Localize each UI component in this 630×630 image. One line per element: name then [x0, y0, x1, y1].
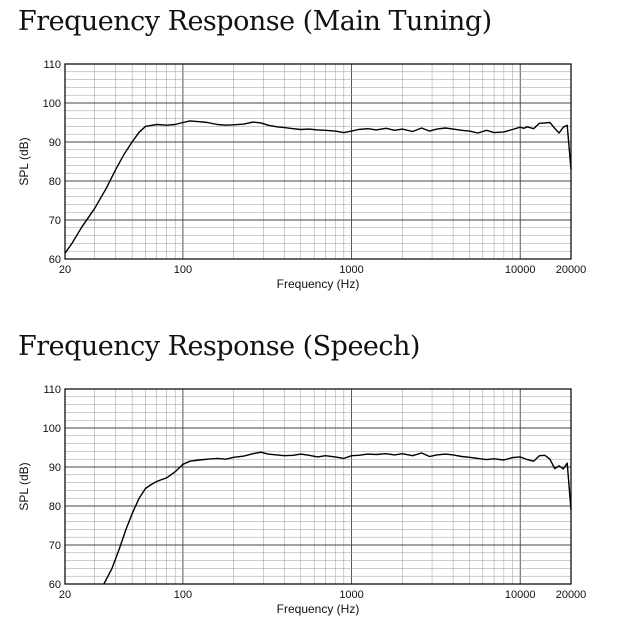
- x-tick-label: 10000: [505, 589, 536, 601]
- frequency-response-line: [64, 120, 572, 254]
- y-tick-label: 80: [49, 501, 61, 513]
- frequency-response-chart: 20 100 1000 10000 20000 60 70 80 90 100 110 Frequen…: [17, 59, 587, 291]
- y-tick-label: 100: [43, 423, 61, 435]
- y-tick-label: 90: [49, 137, 61, 149]
- y-tick-label: 70: [49, 215, 61, 227]
- y-tick-label: 60: [49, 579, 61, 591]
- chart-title: Frequency Response (Speech): [18, 331, 420, 362]
- x-tick-label: 10000: [505, 264, 536, 276]
- frequency-response-line: [103, 451, 572, 585]
- y-tick-label: 70: [49, 540, 61, 552]
- x-axis-label: Frequency (Hz): [277, 602, 360, 616]
- x-tick-label: 20000: [556, 589, 587, 601]
- x-tick-label: 20: [59, 589, 71, 601]
- x-axis-label: Frequency (Hz): [277, 277, 360, 291]
- y-axis-label: SPL (dB): [17, 137, 31, 185]
- y-tick-label: 110: [43, 384, 61, 396]
- x-tick-label: 1000: [339, 264, 363, 276]
- y-axis-label: SPL (dB): [17, 462, 31, 510]
- chart-title: Frequency Response (Main Tuning): [18, 6, 492, 37]
- y-tick-label: 110: [43, 59, 61, 71]
- frequency-response-chart: 20 100 1000 10000 20000 60 70 80 90 100 110 Frequen…: [17, 384, 587, 616]
- plot-frame: [64, 388, 572, 585]
- y-tick-label: 80: [49, 176, 61, 188]
- x-tick-label: 20000: [556, 264, 587, 276]
- plot-frame: [64, 63, 572, 260]
- x-tick-label: 100: [174, 264, 192, 276]
- x-tick-label: 20: [59, 264, 71, 276]
- y-tick-label: 90: [49, 462, 61, 474]
- x-tick-label: 100: [174, 589, 192, 601]
- y-tick-label: 100: [43, 98, 61, 110]
- x-tick-label: 1000: [339, 589, 363, 601]
- y-tick-label: 60: [49, 254, 61, 266]
